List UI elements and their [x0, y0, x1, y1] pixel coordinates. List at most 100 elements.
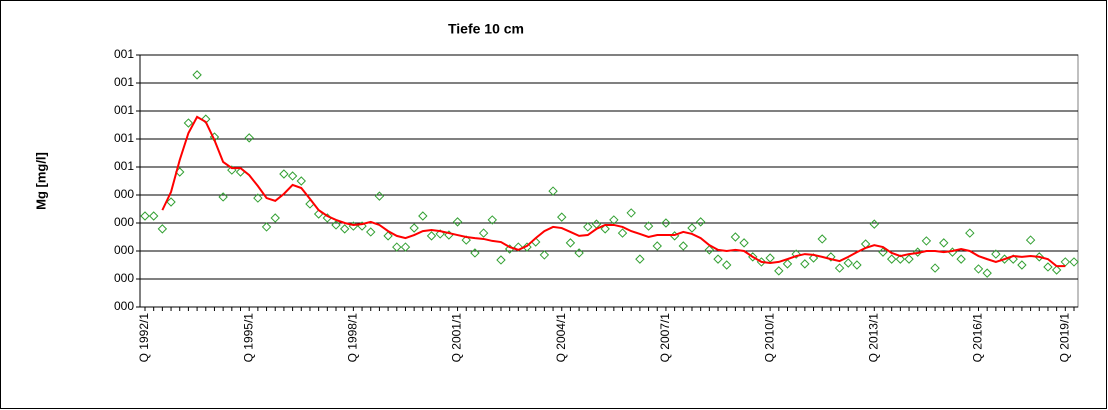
- y-tick-label: 000: [114, 215, 134, 229]
- plot-area: [139, 54, 1079, 308]
- data-point: [817, 234, 827, 244]
- y-tick-label: 000: [114, 299, 134, 313]
- data-point: [765, 253, 775, 263]
- data-point: [383, 231, 393, 241]
- data-point: [418, 211, 428, 221]
- y-tick-label: 000: [114, 243, 134, 257]
- trend-line: [161, 115, 1066, 268]
- data-point: [1051, 265, 1062, 275]
- data-point: [600, 224, 610, 234]
- data-point: [461, 235, 471, 245]
- data-point: [808, 253, 819, 263]
- data-point: [739, 238, 749, 248]
- data-point: [270, 213, 280, 223]
- data-point: [253, 193, 263, 203]
- data-point: [687, 223, 697, 233]
- data-point: [565, 238, 576, 248]
- data-point: [878, 247, 888, 257]
- data-point: [409, 223, 419, 233]
- data-point: [843, 258, 853, 268]
- data-point: [487, 215, 497, 225]
- data-point: [678, 241, 689, 251]
- data-point: [722, 260, 732, 270]
- chart-title: Tiefe 10 cm: [448, 21, 524, 37]
- data-point: [695, 217, 706, 227]
- data-point: [704, 245, 715, 255]
- data-point: [470, 248, 480, 258]
- x-tick-label: Q 2010/1: [762, 313, 776, 363]
- data-point: [956, 254, 966, 264]
- x-tick-label: Q 1998/1: [346, 313, 360, 363]
- data-point: [1034, 252, 1044, 262]
- data-point: [452, 217, 463, 227]
- data-point: [218, 192, 228, 202]
- data-point: [583, 222, 593, 232]
- data-point: [939, 238, 949, 248]
- data-point: [374, 191, 385, 201]
- data-point: [643, 221, 654, 231]
- data-point: [140, 211, 150, 221]
- y-tick-label: 001: [114, 75, 134, 89]
- data-point: [609, 215, 619, 225]
- data-point: [426, 231, 437, 241]
- data-point: [279, 169, 289, 179]
- data-point: [539, 250, 550, 260]
- data-point: [183, 118, 194, 128]
- data-point: [626, 208, 636, 218]
- y-tick-label: 001: [114, 131, 134, 145]
- x-tick-label: Q 2016/1: [971, 313, 985, 363]
- data-point: [496, 255, 506, 265]
- data-point: [1025, 235, 1036, 245]
- data-point: [513, 242, 524, 252]
- data-point: [400, 242, 411, 252]
- y-tick-label: 000: [114, 271, 134, 285]
- data-point: [886, 254, 897, 264]
- data-point: [617, 228, 628, 238]
- data-point: [730, 232, 741, 242]
- x-tick-label: Q 2019/1: [1057, 313, 1071, 363]
- data-point: [782, 259, 793, 269]
- data-point: [904, 254, 914, 264]
- x-tick-label: Q 2007/1: [658, 313, 672, 363]
- data-point: [930, 263, 940, 273]
- data-point: [826, 252, 836, 262]
- data-point: [991, 249, 1001, 259]
- y-tick-label: 001: [114, 159, 134, 173]
- data-point: [478, 228, 489, 238]
- data-point: [1060, 257, 1071, 267]
- data-point: [339, 224, 350, 234]
- data-point: [834, 263, 845, 273]
- data-point: [366, 227, 376, 237]
- data-point: [1017, 260, 1027, 270]
- data-point: [774, 266, 784, 276]
- data-point: [852, 260, 862, 270]
- data-point: [157, 224, 168, 234]
- data-point: [652, 241, 662, 251]
- data-point: [869, 219, 880, 229]
- data-point: [287, 171, 298, 181]
- data-point: [166, 197, 176, 207]
- data-point: [548, 186, 558, 196]
- data-point: [965, 228, 975, 238]
- data-point: [557, 212, 567, 222]
- data-point: [331, 220, 341, 230]
- data-point: [574, 248, 584, 258]
- data-point: [913, 247, 923, 257]
- data-point: [1069, 257, 1079, 267]
- data-point: [244, 133, 254, 143]
- data-point: [261, 222, 272, 232]
- data-point: [192, 70, 202, 80]
- data-point: [973, 264, 984, 274]
- data-point: [921, 236, 932, 246]
- data-point: [661, 218, 671, 228]
- data-point: [148, 211, 159, 221]
- data-point: [895, 254, 906, 264]
- data-point: [1043, 262, 1053, 272]
- data-point: [982, 268, 992, 278]
- x-tick-label: Q 2013/1: [866, 313, 880, 363]
- data-point: [392, 242, 402, 252]
- data-point: [296, 176, 306, 186]
- data-point: [791, 249, 801, 259]
- data-point: [635, 254, 645, 264]
